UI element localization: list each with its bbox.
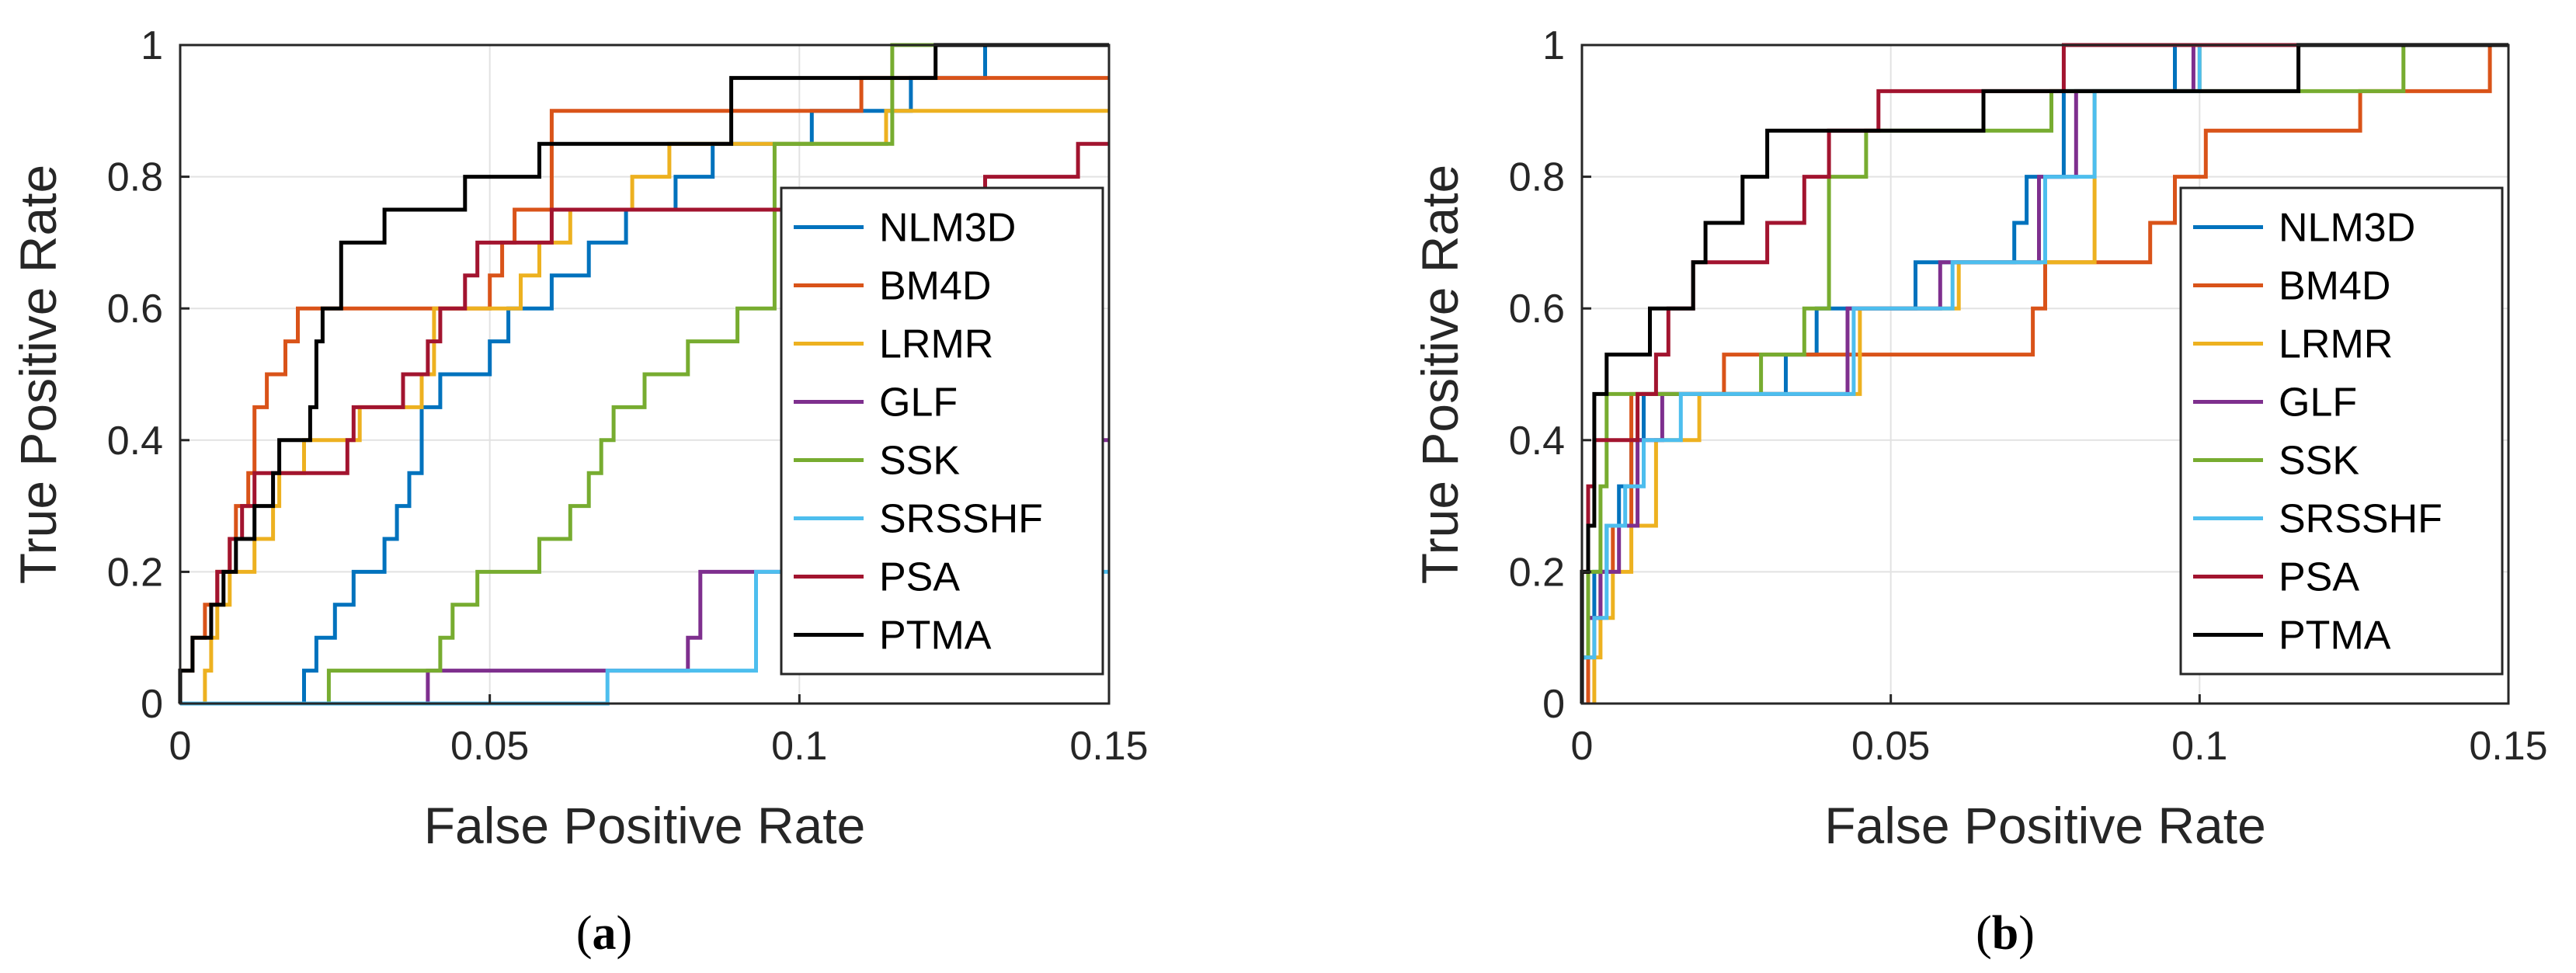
x-tick-label: 0.15 [1069,724,1148,769]
legend-label-lrmr: LRMR [2279,322,2393,367]
legend-label-nlm3d: NLM3D [879,206,1016,251]
legend-label-ssk: SSK [879,439,960,484]
chart-panel-b: 0 0.05 0.1 0.15 0 0.2 0.4 0.6 0.8 1 False Positive… [1411,23,2548,960]
series-line-ssk [326,43,1109,704]
axes-frame [1580,43,2510,705]
y-tick-label: 1 [141,23,163,68]
y-tick-label: 0.2 [1509,550,1565,595]
legend-label-ptma: PTMA [2279,613,2391,659]
series-line-ptma [1580,43,2508,704]
y-tick-label: 0.6 [107,287,163,332]
x-axis-label: False Positive Rate [1824,797,2266,854]
x-axis-label: False Positive Rate [424,797,866,854]
series-line-psa [215,141,1109,605]
x-tick-label: 0.05 [450,724,529,769]
legend-box [2179,186,2504,676]
x-tick-label: 0 [169,724,192,769]
legend-label-nlm3d: NLM3D [2279,206,2415,251]
series-line-ssk [1580,43,2508,704]
y-axis-label: True Positive Rate [9,165,67,584]
x-tick-label: 0.1 [771,724,827,769]
legend-label-glf: GLF [879,381,958,426]
y-axis-label: True Positive Rate [1411,165,1469,584]
legend-label-ptma: PTMA [879,613,992,659]
axes-frame [179,43,1111,705]
x-tick-label: 0.05 [1851,724,1930,769]
legend-box [780,186,1104,676]
legend-label-glf: GLF [2279,381,2357,426]
panel-caption: (b) [1976,907,2035,960]
chart-panel-a: 0 0.05 0.1 0.15 0 0.2 0.4 0.6 0.8 1 False Positive… [9,23,1149,960]
y-tick-label: 0 [141,682,163,727]
legend-label-bm4d: BM4D [879,264,991,309]
x-tick-label: 0 [1571,724,1594,769]
panel-caption: (a) [576,907,632,960]
y-tick-label: 0.8 [1509,155,1565,200]
series-line-ptma [178,43,1109,704]
y-tick-label: 0.8 [107,155,163,200]
legend-label-bm4d: BM4D [2279,264,2390,309]
legend-label-psa: PSA [2279,555,2359,600]
y-tick-label: 0 [1542,682,1565,727]
y-tick-label: 0.6 [1509,287,1565,332]
legend-label-srsshf: SRSSHF [2279,497,2442,542]
y-tick-label: 0.4 [107,419,163,464]
legend: NLM3D BM4D LRMR GLF SSK SRSSHF PSA PTMA [780,186,1104,676]
x-tick-label: 0.1 [2171,724,2227,769]
legend: NLM3D BM4D LRMR GLF SSK SRSSHF PSA PTMA [2179,186,2504,676]
y-tick-label: 1 [1542,23,1565,68]
legend-label-lrmr: LRMR [879,322,993,367]
legend-label-psa: PSA [879,555,960,600]
legend-label-srsshf: SRSSHF [879,497,1043,542]
y-tick-label: 0.4 [1509,419,1565,464]
legend-label-ssk: SSK [2279,439,2359,484]
x-tick-label: 0.15 [2469,724,2547,769]
series-line-srsshf [1580,43,2508,704]
y-tick-label: 0.2 [107,550,163,595]
